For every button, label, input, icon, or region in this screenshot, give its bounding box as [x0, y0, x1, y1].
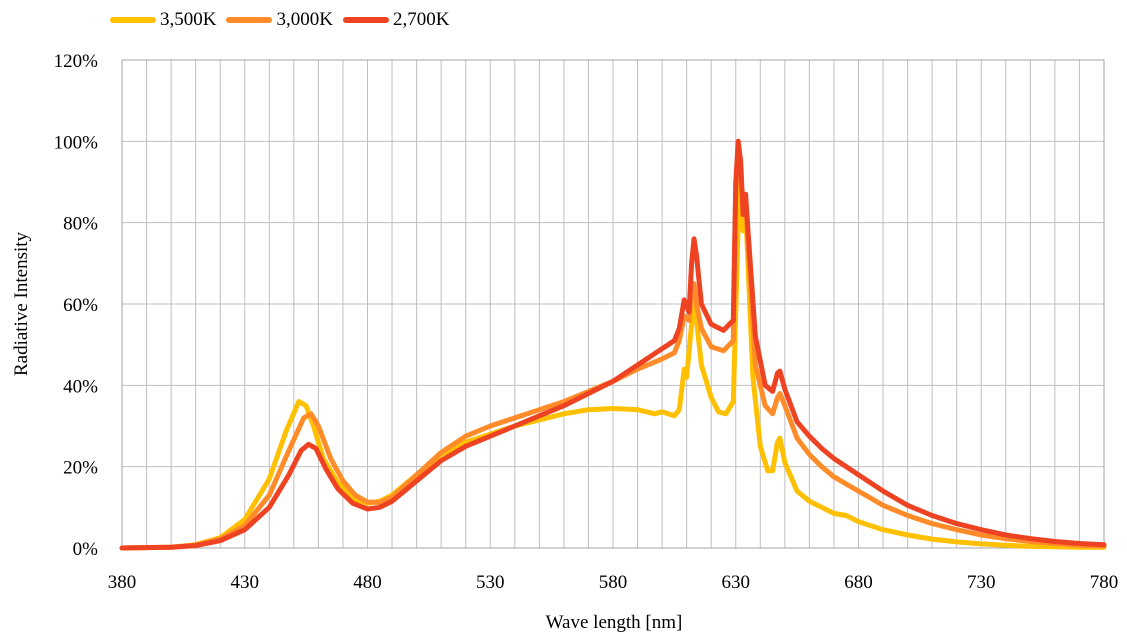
x-tick-label: 380	[108, 572, 137, 593]
chart-legend: 3,500K 3,000K 2,700K	[110, 6, 449, 34]
legend-item-3500k: 3,500K	[110, 9, 216, 31]
x-tick-label: 580	[599, 572, 628, 593]
x-tick-label: 530	[476, 572, 505, 593]
x-tick-label: 680	[844, 572, 873, 593]
series-line-3000kk	[119, 163, 1107, 551]
legend-item-3000k: 3,000K	[226, 9, 333, 31]
legend-swatch-3500k	[110, 17, 156, 23]
x-tick-label: 480	[353, 572, 382, 593]
x-tick-label: 780	[1090, 572, 1119, 593]
legend-label-2700k: 2,700K	[392, 9, 450, 30]
y-tick-label: 0%	[73, 539, 99, 560]
y-tick-label: 80%	[63, 214, 98, 235]
legend-swatch-3000k	[226, 17, 273, 23]
y-tick-label: 100%	[54, 132, 99, 153]
y-tick-label: 20%	[63, 458, 98, 479]
x-axis-label: Wave length [nm]	[545, 612, 683, 633]
legend-item-2700k: 2,700K	[342, 9, 450, 31]
legend-label-3000k: 3,000K	[276, 9, 333, 30]
y-tick-label: 120%	[54, 51, 99, 72]
series-line-2700kk	[119, 138, 1107, 551]
y-tick-label: 60%	[63, 295, 98, 316]
y-tick-label: 40%	[63, 376, 98, 397]
plot-area-border	[121, 59, 1105, 549]
y-axis-label: Radiative Intensity	[11, 231, 32, 377]
x-tick-label: 730	[967, 572, 996, 593]
x-tick-label: 430	[231, 572, 260, 593]
x-tick-label: 630	[722, 572, 751, 593]
legend-swatch-2700k	[342, 17, 389, 23]
legend-label-3500k: 3,500K	[160, 9, 217, 30]
